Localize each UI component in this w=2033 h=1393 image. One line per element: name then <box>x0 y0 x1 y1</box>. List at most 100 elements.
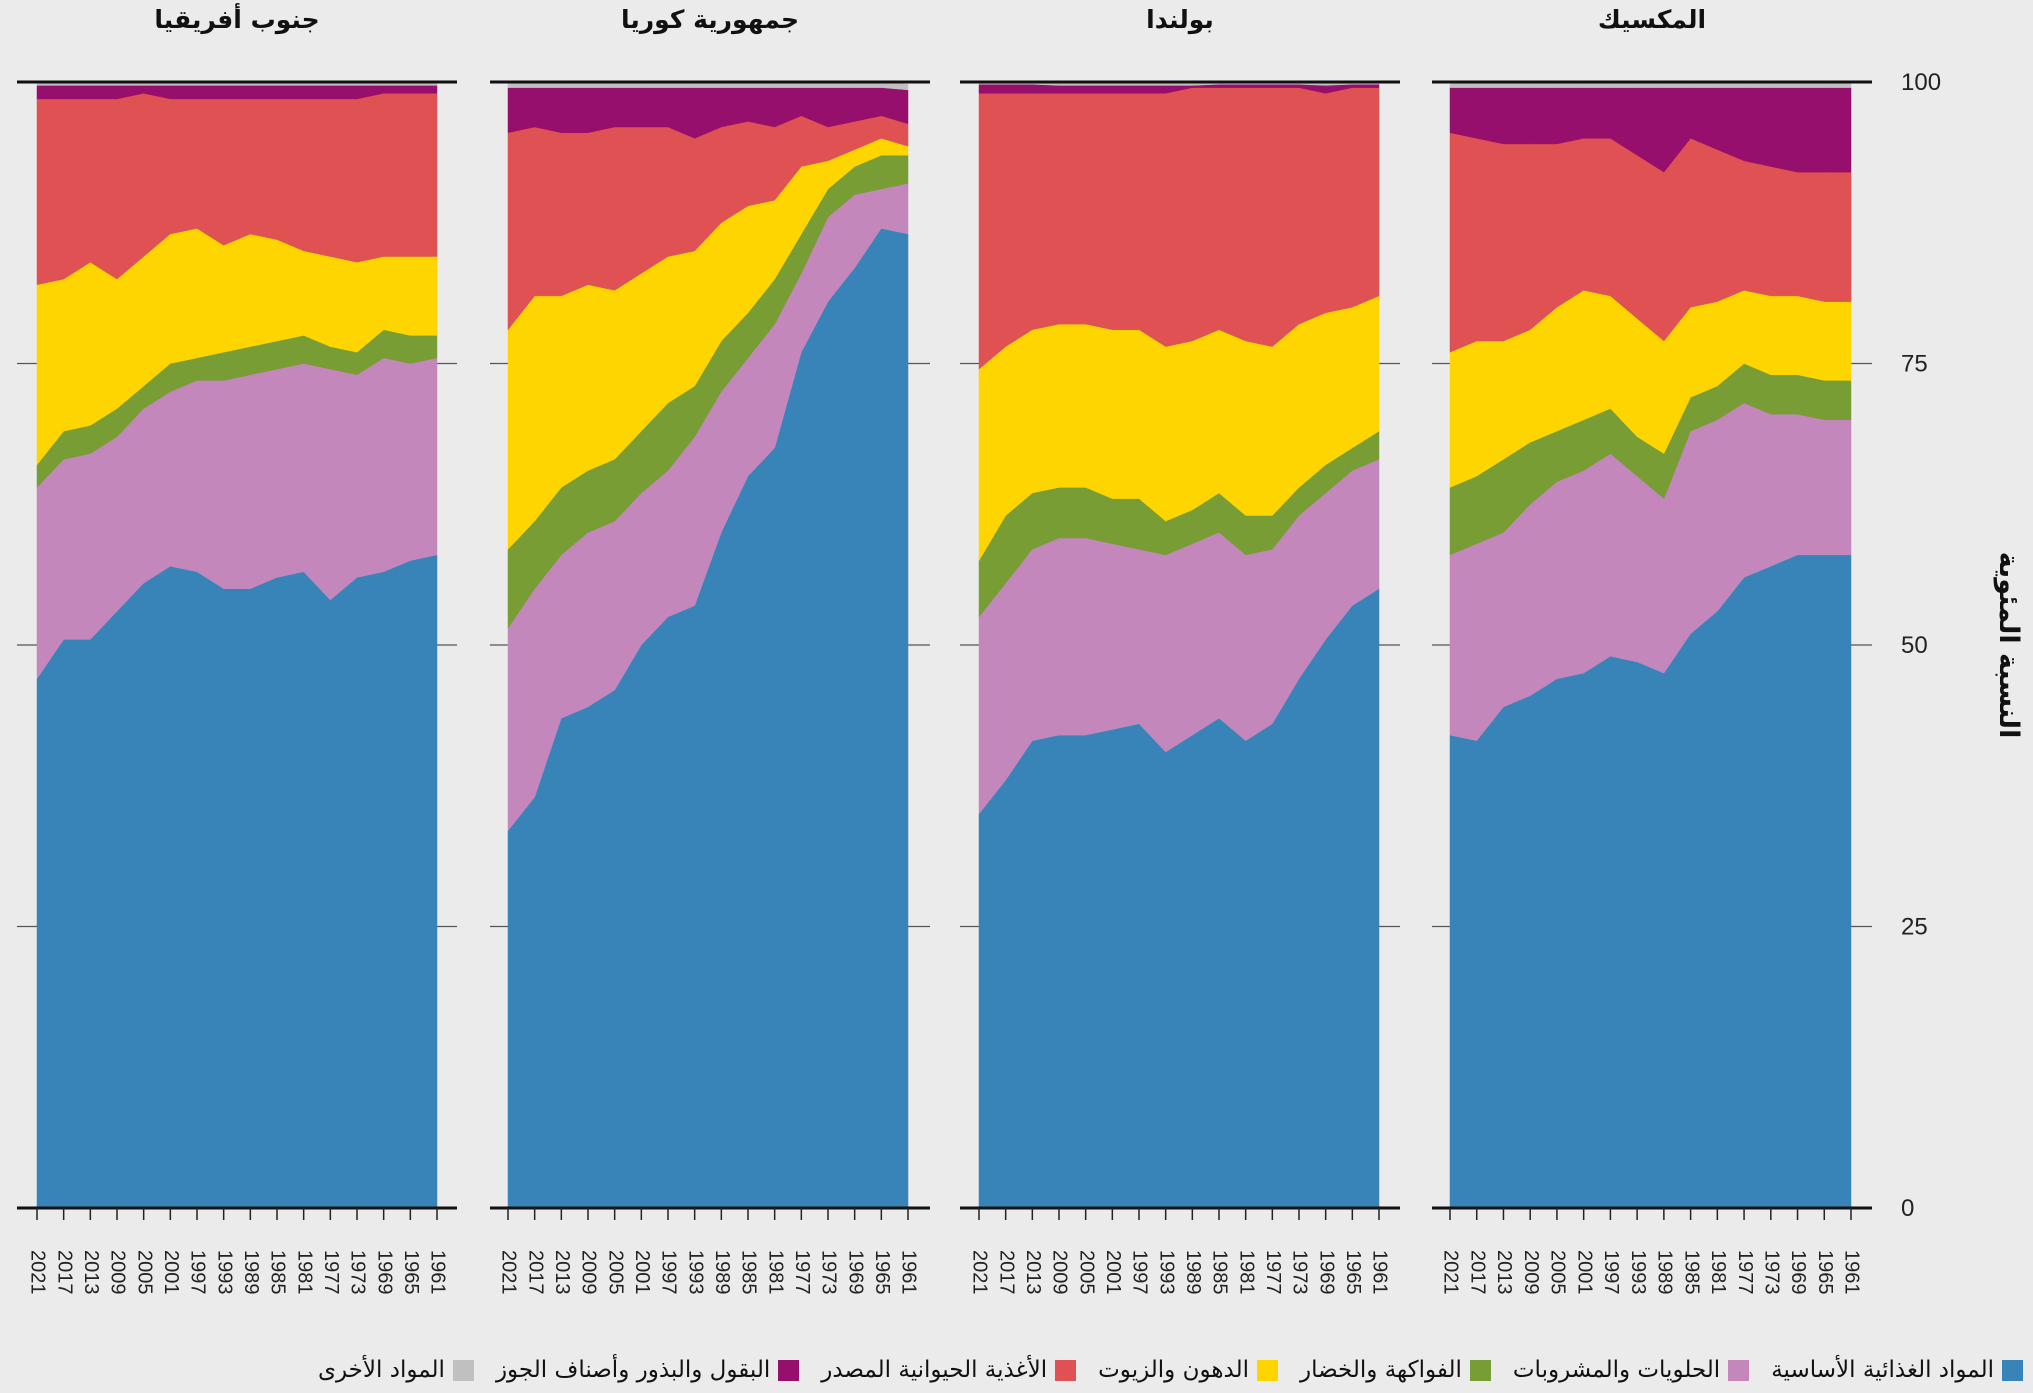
legend-swatch <box>452 1359 474 1381</box>
x-tick-label: 2017 <box>1466 1250 1488 1295</box>
legend-item-fruitveg: الفواكهة والخضار <box>1300 1357 1491 1383</box>
legend-swatch <box>1256 1359 1278 1381</box>
legend-swatch <box>778 1359 800 1381</box>
x-tick-label: 2009 <box>1520 1250 1542 1295</box>
panel: 2021 2017 2013 2009 2005 2001 1997 1993 1989 1985… <box>17 3 457 1295</box>
x-tick-label: 1973 <box>1761 1250 1783 1295</box>
x-tick-label: 1965 <box>1814 1250 1836 1295</box>
x-tick-label: 1973 <box>347 1250 369 1295</box>
x-tick-label: 2005 <box>133 1250 155 1295</box>
y-tick-label: 50 <box>1901 632 1928 659</box>
x-tick-label: 1997 <box>187 1250 209 1295</box>
x-tick-label: 2021 <box>498 1250 520 1295</box>
legend-item-animal: الأغذية الحيوانية المصدر <box>821 1357 1077 1383</box>
x-tick-label: 1993 <box>213 1250 235 1295</box>
legend-item-other: المواد الأخرى <box>318 1357 474 1383</box>
y-tick-label: 75 <box>1901 351 1928 378</box>
x-tick-label: 1973 <box>1289 1250 1311 1295</box>
x-tick-label: 2021 <box>1440 1250 1462 1295</box>
panel: 2021 2017 2013 2009 2005 2001 1997 1993 1989 1985… <box>1432 5 1872 1295</box>
x-tick-label: 2013 <box>1022 1250 1044 1295</box>
legend-label: الأغذية الحيوانية المصدر <box>821 1357 1048 1383</box>
x-tick-label: 1997 <box>1129 1250 1151 1295</box>
x-tick-label: 1969 <box>1315 1250 1337 1295</box>
x-tick-label: 1965 <box>871 1250 893 1295</box>
x-tick-label: 1997 <box>1600 1250 1622 1295</box>
area-staples <box>36 554 438 1209</box>
x-tick-label: 1993 <box>1627 1250 1649 1295</box>
legend-label: المواد الأخرى <box>317 1357 445 1383</box>
x-tick-label: 2009 <box>1049 1250 1071 1295</box>
x-tick-label: 1969 <box>844 1250 866 1295</box>
x-tick-label: 2013 <box>1493 1250 1515 1295</box>
x-tick-label: 2013 <box>80 1250 102 1295</box>
x-tick-label: 1977 <box>1734 1250 1756 1295</box>
y-tick-label: 25 <box>1901 914 1928 941</box>
x-tick-label: 1977 <box>1262 1250 1284 1295</box>
y-tick-label: 0 <box>1901 1195 1914 1222</box>
x-tick-label: 1961 <box>1369 1250 1391 1295</box>
x-tick-label: 1985 <box>1209 1250 1231 1295</box>
x-tick-label: 1961 <box>1841 1250 1863 1295</box>
y-axis: 0 25 50 75 100 <box>1901 69 1941 1222</box>
x-tick-label: 1985 <box>1680 1250 1702 1295</box>
x-tick-label: 1977 <box>791 1250 813 1295</box>
x-tick-label: 1981 <box>1235 1250 1257 1295</box>
y-axis-label: النسبة المئوية <box>1993 552 2024 739</box>
legend-label: البقول والبذور وأصناف الجوز <box>495 1357 771 1383</box>
x-tick-label: 2021 <box>27 1250 49 1295</box>
legend-label: الدهون والزيوت <box>1098 1357 1249 1383</box>
x-tick-label: 1985 <box>738 1250 760 1295</box>
panel-title: جنوب أفريقيا <box>154 3 319 35</box>
x-tick-label: 2005 <box>1075 1250 1097 1295</box>
legend-item-legumes: البقول والبذور وأصناف الجوز <box>495 1357 800 1383</box>
x-tick-label: 2005 <box>604 1250 626 1295</box>
legend-item-staples: المواد الغذائية الأساسية <box>1771 1357 2023 1383</box>
x-tick-label: 2017 <box>995 1250 1017 1295</box>
x-tick-label: 2017 <box>524 1250 546 1295</box>
x-tick-label: 1981 <box>764 1250 786 1295</box>
legend-swatch <box>2002 1359 2023 1381</box>
x-tick-label: 1989 <box>711 1250 733 1295</box>
panels-group: 2021 2017 2013 2009 2005 2001 1997 1993 1989 1985… <box>17 3 1872 1295</box>
x-tick-label: 2005 <box>1547 1250 1569 1295</box>
x-tick-label: 1989 <box>1182 1250 1204 1295</box>
x-tick-label: 1969 <box>1787 1250 1809 1295</box>
x-tick-label: 2013 <box>551 1250 573 1295</box>
x-tick-label: 1961 <box>898 1250 920 1295</box>
x-tick-label: 1973 <box>818 1250 840 1295</box>
x-tick-label: 1993 <box>1155 1250 1177 1295</box>
x-tick-label: 1985 <box>267 1250 289 1295</box>
panel-title: جمهورية كوريا <box>621 5 799 35</box>
legend-swatch <box>1469 1359 1491 1381</box>
x-tick-label: 1965 <box>1342 1250 1364 1295</box>
x-tick-label: 1989 <box>1654 1250 1676 1295</box>
x-tick-label: 1981 <box>1707 1250 1729 1295</box>
x-tick-label: 1981 <box>293 1250 315 1295</box>
x-tick-label: 1977 <box>320 1250 342 1295</box>
legend-item-fats: الدهون والزيوت <box>1098 1357 1278 1383</box>
legend-label: المواد الغذائية الأساسية <box>1771 1357 1994 1383</box>
x-tick-label: 2001 <box>631 1250 653 1295</box>
x-tick-label: 2001 <box>1573 1250 1595 1295</box>
panel: 2021 2017 2013 2009 2005 2001 1997 1993 1989 1985… <box>490 5 930 1295</box>
x-tick-label: 2009 <box>107 1250 129 1295</box>
panel-title: المكسيك <box>1598 5 1706 34</box>
legend: المواد الغذائية الأساسية الحلويات والمشرو… <box>318 1352 2023 1388</box>
legend-item-sweets: الحلويات والمشروبات <box>1513 1357 1750 1383</box>
x-tick-label: 1961 <box>427 1250 449 1295</box>
x-tick-label: 2001 <box>1102 1250 1124 1295</box>
x-tick-label: 1989 <box>240 1250 262 1295</box>
x-tick-label: 1997 <box>658 1250 680 1295</box>
y-tick-label: 100 <box>1901 69 1941 96</box>
x-tick-label: 2017 <box>53 1250 75 1295</box>
x-tick-label: 1965 <box>400 1250 422 1295</box>
legend-swatch <box>1055 1359 1077 1381</box>
x-tick-label: 2001 <box>160 1250 182 1295</box>
legend-swatch <box>1728 1359 1750 1381</box>
x-tick-label: 2009 <box>578 1250 600 1295</box>
x-tick-label: 1993 <box>684 1250 706 1295</box>
x-tick-label: 1969 <box>373 1250 395 1295</box>
panel: 2021 2017 2013 2009 2005 2001 1997 1993 1989 1985… <box>960 5 1400 1295</box>
